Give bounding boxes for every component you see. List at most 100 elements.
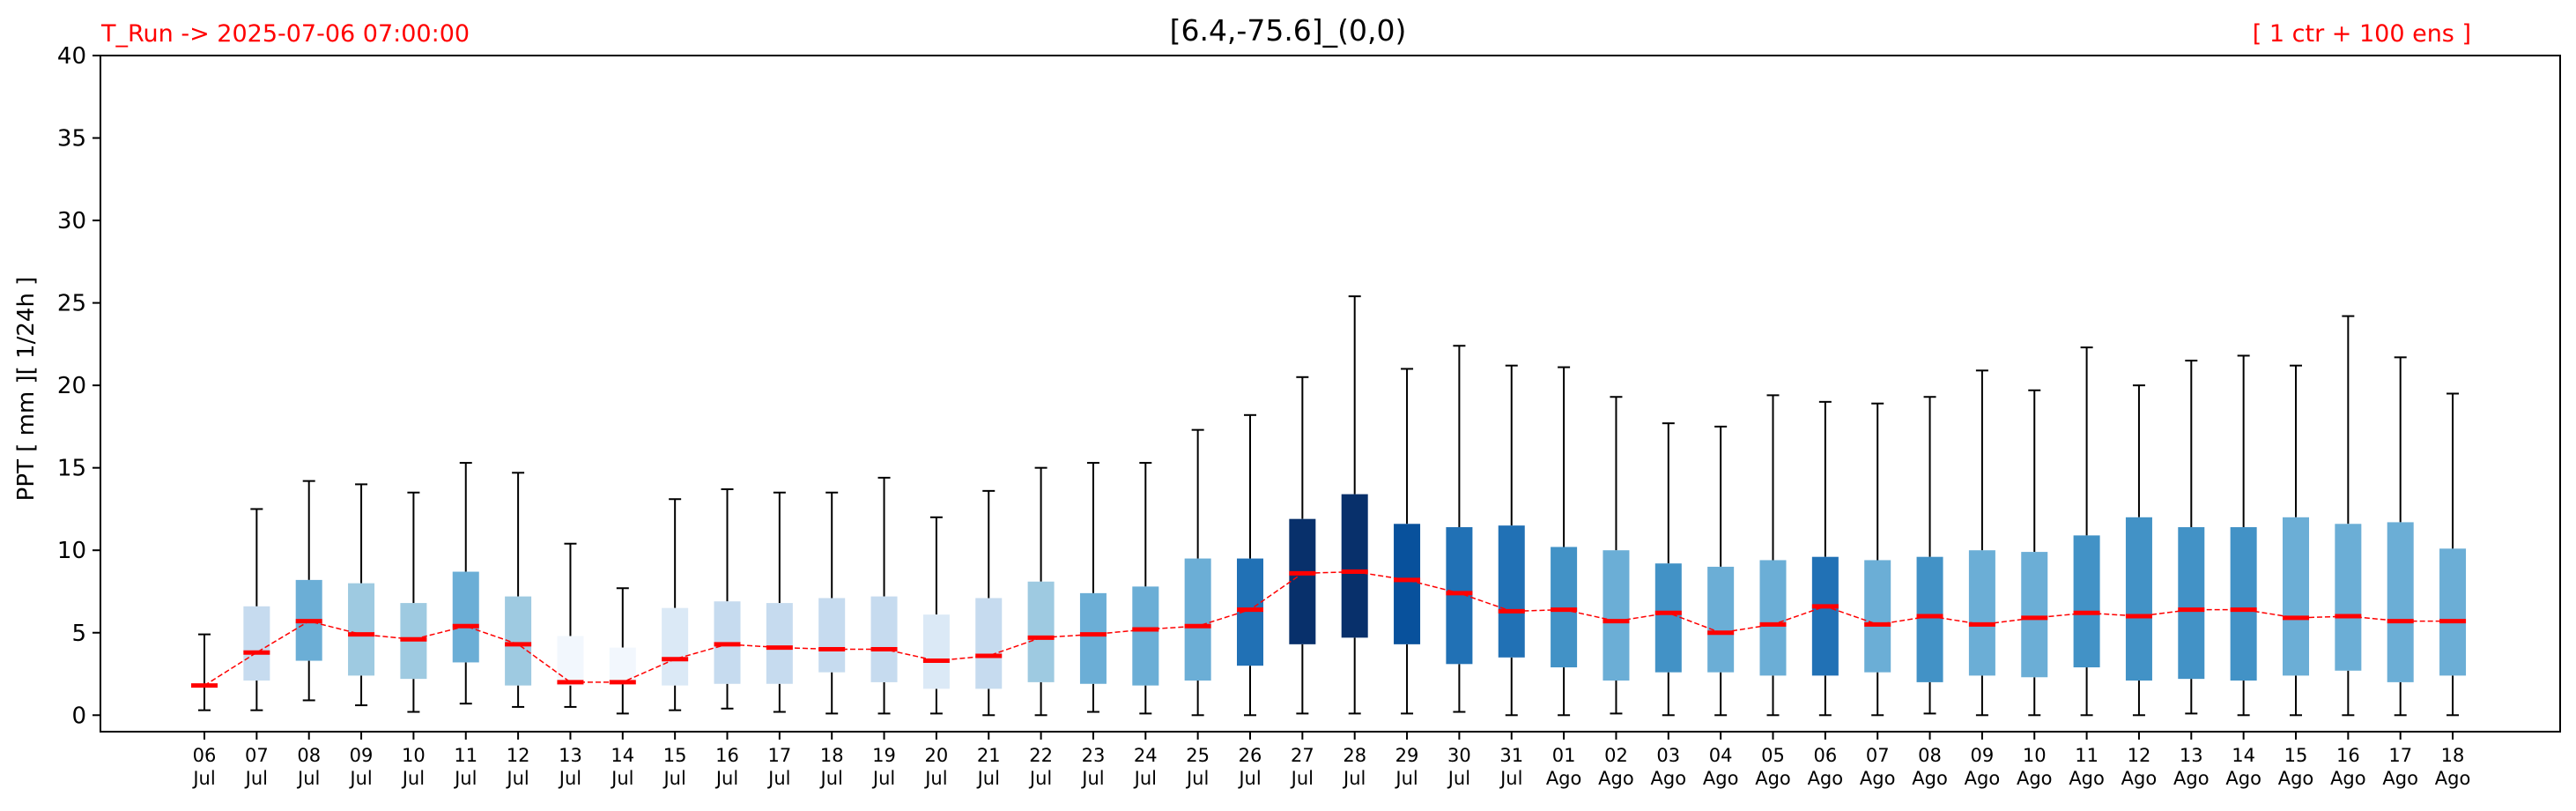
- x-tick-label-day: 18: [820, 745, 844, 766]
- y-tick-label: 35: [57, 126, 86, 153]
- x-tick-label-day: 13: [559, 745, 582, 766]
- x-tick-label-day: 02: [1604, 745, 1628, 766]
- y-tick-label: 20: [57, 373, 86, 399]
- x-tick-label-day: 11: [454, 745, 477, 766]
- y-tick-label: 5: [71, 621, 86, 647]
- y-tick-label: 0: [71, 703, 86, 729]
- x-tick-label-day: 16: [715, 745, 739, 766]
- box: [2439, 548, 2467, 676]
- x-tick-label-month: Jul: [1447, 768, 1470, 789]
- box: [818, 598, 846, 673]
- box: [1341, 494, 1368, 638]
- box: [348, 583, 375, 676]
- box: [922, 614, 950, 689]
- x-tick-label-day: 24: [1134, 745, 1158, 766]
- x-tick-label-month: Jul: [871, 768, 895, 789]
- x-tick-label-month: Jul: [1290, 768, 1314, 789]
- x-tick-label-day: 30: [1447, 745, 1471, 766]
- box: [1654, 563, 1682, 673]
- box: [1446, 527, 1473, 665]
- x-tick-label-month: Jul: [244, 768, 268, 789]
- y-tick-label: 10: [57, 538, 86, 564]
- x-tick-label-month: Jul: [1237, 768, 1261, 789]
- x-tick-label-day: 14: [611, 745, 634, 766]
- x-tick-label-month: Ago: [1808, 768, 1844, 789]
- x-tick-label-month: Jul: [1133, 768, 1157, 789]
- box: [2073, 535, 2100, 668]
- x-tick-label-day: 08: [1918, 745, 1942, 766]
- x-tick-label-month: Ago: [2278, 768, 2314, 789]
- x-tick-label-month: Jul: [296, 768, 320, 789]
- chart-title: [6.4,-75.6]_(0,0): [1170, 13, 1407, 48]
- x-tick-label-month: Jul: [819, 768, 843, 789]
- x-tick-label-day: 04: [1709, 745, 1733, 766]
- box: [557, 636, 584, 686]
- box: [1498, 525, 1525, 658]
- x-tick-label-month: Jul: [348, 768, 372, 789]
- x-tick-label-day: 17: [767, 745, 791, 766]
- box: [2335, 524, 2362, 671]
- x-tick-label-month: Ago: [1546, 768, 1582, 789]
- box: [1916, 556, 1943, 682]
- x-tick-label-month: Jul: [662, 768, 685, 789]
- x-tick-label-month: Jul: [1499, 768, 1522, 789]
- x-tick-label-month: Jul: [191, 768, 215, 789]
- x-tick-label-month: Jul: [1342, 768, 1366, 789]
- x-tick-label-day: 27: [1291, 745, 1314, 766]
- box: [1394, 524, 1421, 644]
- run-label: T_Run -> 2025-07-06 07:00:00: [100, 20, 470, 48]
- x-tick-label-month: Jul: [453, 768, 477, 789]
- x-tick-label-day: 15: [2284, 745, 2308, 766]
- y-axis-label: PPT [ mm ][ 1/24h ]: [13, 277, 40, 502]
- box: [1027, 581, 1055, 682]
- x-tick-label-month: Ago: [2382, 768, 2418, 789]
- box: [1551, 547, 1578, 668]
- x-tick-label-month: Jul: [1028, 768, 1052, 789]
- x-tick-label-month: Ago: [2017, 768, 2053, 789]
- x-tick-label-day: 07: [1866, 745, 1890, 766]
- x-tick-label-month: Ago: [2330, 768, 2366, 789]
- x-tick-label-day: 21: [977, 745, 1001, 766]
- x-tick-label-day: 12: [507, 745, 530, 766]
- x-tick-label-month: Jul: [1394, 768, 1418, 789]
- y-tick-label: 25: [57, 291, 86, 317]
- x-tick-label-day: 20: [925, 745, 949, 766]
- x-tick-label-day: 17: [2388, 745, 2412, 766]
- box: [2387, 522, 2414, 682]
- box: [2230, 527, 2257, 681]
- box: [609, 647, 636, 684]
- x-tick-label-day: 18: [2441, 745, 2465, 766]
- box: [766, 603, 793, 684]
- box: [2283, 517, 2309, 676]
- x-tick-label-day: 15: [663, 745, 687, 766]
- box: [2125, 517, 2152, 681]
- x-tick-label-day: 11: [2075, 745, 2099, 766]
- x-tick-label-month: Jul: [714, 768, 738, 789]
- box: [1289, 518, 1316, 644]
- box: [1707, 566, 1735, 673]
- box: [243, 606, 270, 681]
- x-tick-label-month: Ago: [1598, 768, 1634, 789]
- x-tick-label-month: Jul: [766, 768, 790, 789]
- x-tick-label-month: Jul: [976, 768, 1000, 789]
- x-tick-label-day: 19: [872, 745, 896, 766]
- box: [662, 607, 689, 686]
- box: [1184, 558, 1211, 681]
- x-tick-label-month: Ago: [1703, 768, 1739, 789]
- x-tick-label-day: 31: [1499, 745, 1523, 766]
- median-trend-line: [204, 570, 2454, 687]
- x-tick-label-month: Ago: [2225, 768, 2261, 789]
- x-tick-label-month: Jul: [401, 768, 425, 789]
- x-tick-label-day: 10: [2023, 745, 2047, 766]
- box: [870, 596, 898, 682]
- x-tick-label-day: 09: [350, 745, 374, 766]
- y-tick-label: 15: [57, 456, 86, 482]
- x-tick-label-month: Jul: [610, 768, 633, 789]
- x-tick-label-day: 16: [2336, 745, 2360, 766]
- y-tick-label: 40: [57, 43, 86, 70]
- box: [975, 598, 1003, 689]
- x-tick-label-month: Jul: [558, 768, 581, 789]
- x-tick-label-day: 07: [245, 745, 269, 766]
- plot-frame: [100, 55, 2561, 733]
